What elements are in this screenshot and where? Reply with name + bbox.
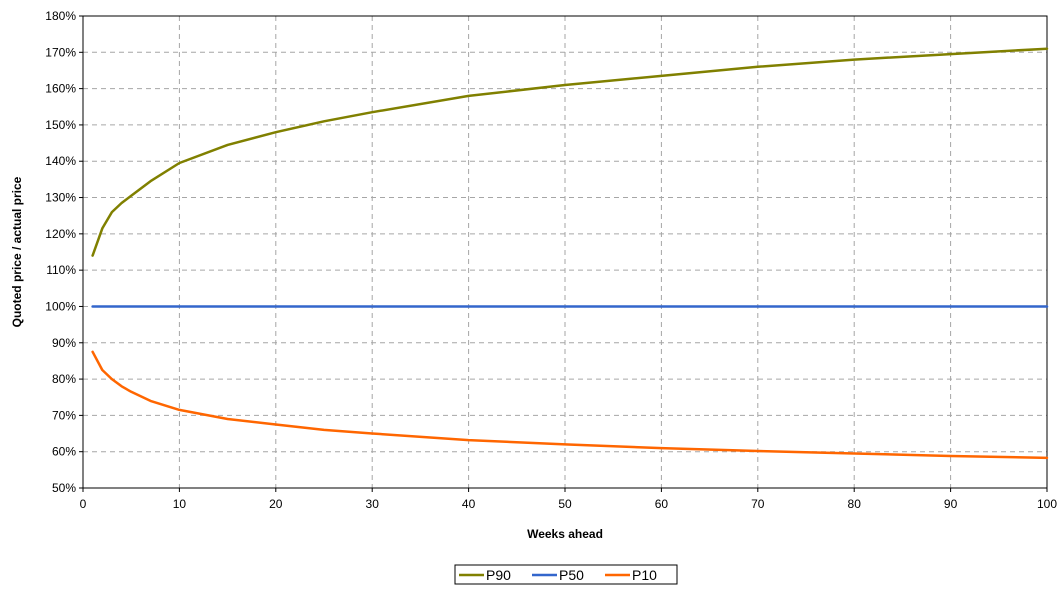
x-tick-label: 20 bbox=[269, 497, 283, 511]
x-tick-label: 30 bbox=[366, 497, 380, 511]
x-axis-title: Weeks ahead bbox=[527, 527, 603, 541]
x-tick-label: 50 bbox=[558, 497, 572, 511]
x-tick-label: 90 bbox=[944, 497, 958, 511]
x-tick-label: 70 bbox=[751, 497, 765, 511]
x-tick-label: 40 bbox=[462, 497, 476, 511]
y-tick-label: 60% bbox=[52, 445, 76, 459]
y-tick-label: 110% bbox=[46, 263, 76, 277]
x-tick-label: 60 bbox=[655, 497, 669, 511]
legend-label-p10: P10 bbox=[632, 567, 657, 583]
y-tick-label: 170% bbox=[45, 45, 76, 59]
x-tick-label: 80 bbox=[848, 497, 862, 511]
y-tick-label: 160% bbox=[45, 82, 76, 96]
y-tick-label: 80% bbox=[52, 372, 76, 386]
x-tick-label: 10 bbox=[173, 497, 187, 511]
y-tick-label: 50% bbox=[52, 481, 76, 495]
x-tick-label: 100 bbox=[1037, 497, 1057, 511]
legend-label-p90: P90 bbox=[486, 567, 511, 583]
legend: P90 P50 P10 bbox=[454, 564, 678, 585]
y-tick-label: 140% bbox=[45, 154, 76, 168]
y-tick-label: 130% bbox=[45, 191, 76, 205]
series-line-p10 bbox=[91, 350, 1049, 460]
y-tick-label: 180% bbox=[45, 9, 76, 23]
y-tick-label: 70% bbox=[52, 408, 76, 422]
series-line-p90 bbox=[91, 47, 1049, 257]
legend-label-p50: P50 bbox=[559, 567, 584, 583]
y-axis-title: Quoted price / actual price bbox=[10, 176, 24, 327]
y-tick-label: 120% bbox=[45, 227, 76, 241]
series-lines bbox=[91, 47, 1049, 460]
x-axis: 0 10 20 30 40 50 60 70 80 90 100 bbox=[80, 488, 1057, 511]
y-axis: 50% 60% 70% 80% 90% 100% 110% 120% 130% 140% 150% 1… bbox=[45, 9, 83, 495]
y-tick-label: 100% bbox=[45, 299, 76, 313]
y-tick-label: 150% bbox=[45, 118, 76, 132]
grid bbox=[83, 16, 1047, 488]
x-tick-label: 0 bbox=[80, 497, 87, 511]
legend-box bbox=[454, 564, 678, 585]
y-tick-label: 90% bbox=[52, 336, 76, 350]
